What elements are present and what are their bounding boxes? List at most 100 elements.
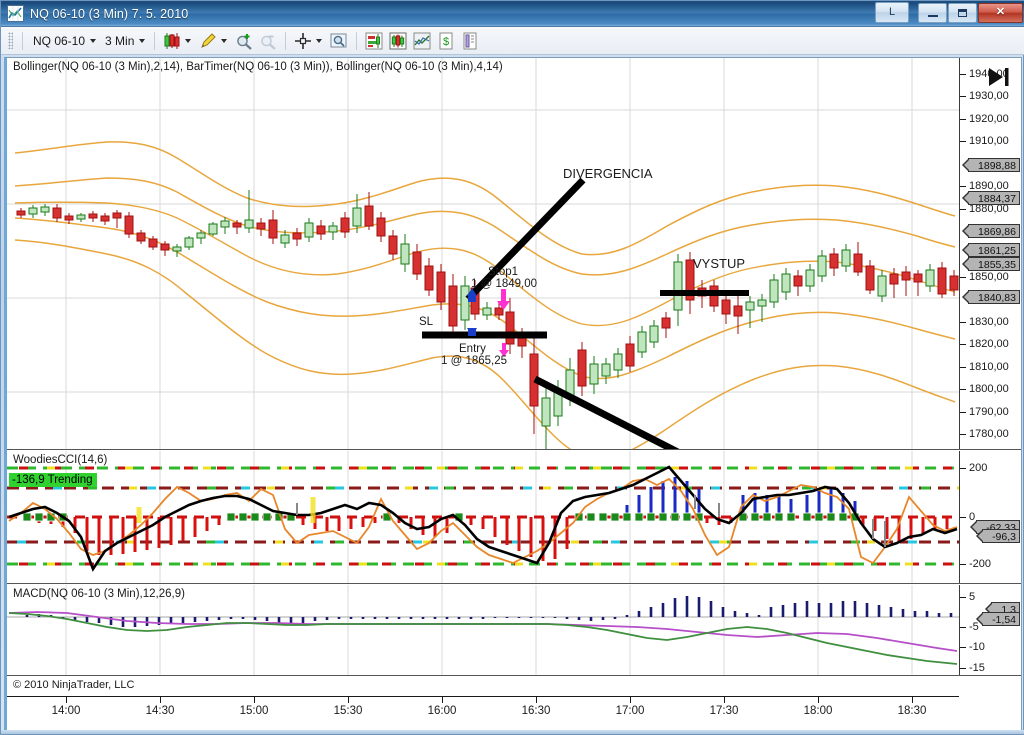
- hook-arrow: [533, 375, 680, 449]
- price-tag: 1840,83: [962, 290, 1020, 304]
- price-chart-svg: [7, 58, 959, 449]
- toolbar-separator: [356, 31, 358, 50]
- chevron-down-icon[interactable]: [221, 38, 228, 43]
- line-chart-icon: [413, 32, 431, 49]
- price-tick: 1790,00: [960, 406, 1009, 418]
- macd-pane[interactable]: MACD(NQ 06-10 (3 Min),12,26,9): [7, 585, 1021, 676]
- toolbar-separator: [154, 31, 156, 50]
- candlestick-icon: [164, 32, 180, 49]
- instrument-selector[interactable]: NQ 06-10: [29, 33, 99, 49]
- pnl-button[interactable]: $: [435, 30, 457, 52]
- price-tick: 1830,00: [960, 316, 1009, 328]
- time-tickmark: [912, 697, 913, 703]
- cci-tick: -200: [960, 558, 991, 570]
- price-pane[interactable]: Bollinger(NQ 06-10 (3 Min),2,14), BarTim…: [7, 58, 1021, 450]
- cci-value-tag: -96,3: [976, 529, 1020, 543]
- time-axis-line: [7, 696, 959, 697]
- interval-selector[interactable]: 3 Min: [101, 33, 148, 49]
- candlesticks: [16, 190, 959, 449]
- copyright-label: © 2010 NinjaTrader, LLC: [13, 679, 135, 691]
- window-title: NQ 06-10 (3 Min) 7. 5. 2010: [30, 6, 189, 21]
- price-tick: 1780,00: [960, 428, 1009, 440]
- chart-style-button[interactable]: [411, 30, 433, 52]
- window-titlebar: NQ 06-10 (3 Min) 7. 5. 2010 L ✕: [1, 1, 1024, 27]
- toolbar-grip[interactable]: [8, 32, 13, 49]
- time-tickmark: [442, 697, 443, 703]
- data-box-button[interactable]: [328, 30, 350, 52]
- time-tickmark: [630, 697, 631, 703]
- pencil-icon: [201, 32, 217, 48]
- time-tickmark: [348, 697, 349, 703]
- properties-button[interactable]: [459, 30, 481, 52]
- candle-style-button[interactable]: [161, 30, 183, 52]
- zoom-out-button[interactable]: [257, 30, 279, 52]
- cci-chart-svg: [7, 451, 959, 583]
- svg-text:$: $: [443, 36, 449, 48]
- annotation-hook: HOOK: [717, 446, 755, 449]
- minimize-button[interactable]: [918, 2, 947, 23]
- price-tag: 1869,86: [962, 224, 1020, 238]
- skip-to-end-icon[interactable]: [987, 66, 1011, 88]
- cci-value-badge: -136,9 Trending: [9, 473, 97, 487]
- annotation-stop1: Stop1: [488, 266, 519, 278]
- close-icon: ✕: [995, 6, 1006, 18]
- annotation-vystup-top: VYSTUP: [693, 256, 746, 271]
- time-label: 17:30: [709, 705, 739, 717]
- macd-chart-svg: [7, 585, 959, 675]
- magnifier-minus-icon: [261, 35, 277, 50]
- maximize-button[interactable]: [948, 2, 977, 23]
- indicators-button[interactable]: [363, 30, 385, 52]
- chevron-down-icon[interactable]: [185, 38, 192, 43]
- macd-axis[interactable]: 5 -5 -10 -15 1,3 -1,54: [959, 585, 1021, 675]
- chart-footer: © 2010 NinjaTrader, LLC 14:00 14:30 15:0…: [7, 677, 1021, 732]
- zoom-in-button[interactable]: [233, 30, 255, 52]
- crosshair-icon: [295, 32, 312, 49]
- macd-tick: -10: [960, 641, 985, 653]
- price-tag: 1861,25: [962, 243, 1020, 257]
- time-label: 14:30: [145, 705, 175, 717]
- minimize-icon: [927, 14, 938, 17]
- magnifier-box-icon: [330, 33, 347, 47]
- strategy-icon: [389, 32, 407, 49]
- price-tick: 1820,00: [960, 338, 1009, 350]
- close-button[interactable]: ✕: [978, 2, 1023, 23]
- cci-tick: 200: [960, 462, 987, 474]
- price-plot[interactable]: [7, 58, 959, 449]
- annotation-entry: Entry: [459, 343, 486, 355]
- chart-canvas[interactable]: Bollinger(NQ 06-10 (3 Min),2,14), BarTim…: [4, 57, 1022, 733]
- macd-indicator-label: MACD(NQ 06-10 (3 Min),12,26,9): [13, 588, 185, 600]
- layout-letter-button[interactable]: L: [875, 2, 909, 23]
- indicator-bars-icon: [365, 32, 383, 49]
- price-tick: 1930,00: [960, 90, 1009, 102]
- time-axis[interactable]: 14:00 14:30 15:00 15:30 16:00 16:30 17:0…: [7, 697, 1021, 731]
- price-tick: 1890,00: [960, 180, 1009, 192]
- time-label: 16:30: [521, 705, 551, 717]
- time-tickmark: [724, 697, 725, 703]
- cci-tick: 0: [960, 511, 975, 523]
- crosshair-button[interactable]: [292, 30, 314, 52]
- cci-plot[interactable]: [7, 451, 959, 583]
- chevron-down-icon[interactable]: [316, 38, 323, 43]
- annotation-stop1-qty: 1 @ 1849,00: [471, 278, 538, 290]
- magenta-arrow-down: [497, 289, 510, 310]
- chevron-down-icon: [90, 38, 97, 43]
- interval-label: 3 Min: [105, 33, 135, 48]
- price-axis[interactable]: 1940,00 1930,00 1920,00 1910,00 1890,00 …: [959, 58, 1021, 449]
- time-label: 17:00: [615, 705, 645, 717]
- annotation-divergencia: DIVERGENCIA: [563, 166, 653, 181]
- time-tickmark: [160, 697, 161, 703]
- window-statusbar: [1, 730, 1024, 734]
- toolbar-separator: [22, 31, 23, 50]
- drawing-tools-button[interactable]: [197, 30, 219, 52]
- macd-plot[interactable]: [7, 585, 959, 675]
- price-indicator-label: Bollinger(NQ 06-10 (3 Min),2,14), BarTim…: [13, 61, 503, 73]
- price-tick: 1880,00: [960, 203, 1009, 215]
- cci-axis[interactable]: 200 0 -200 -62,33 -96,3: [959, 451, 1021, 583]
- chart-toolbar: NQ 06-10 3 Min: [1, 27, 1024, 55]
- price-tick: 1810,00: [960, 361, 1009, 373]
- time-tickmark: [254, 697, 255, 703]
- woodies-cci-pane[interactable]: WoodiesCCI(14,6) -136,9 Trending: [7, 451, 1021, 584]
- strategies-button[interactable]: [387, 30, 409, 52]
- price-tick: 1850,00: [960, 271, 1009, 283]
- divergencia-arrow: [465, 177, 586, 302]
